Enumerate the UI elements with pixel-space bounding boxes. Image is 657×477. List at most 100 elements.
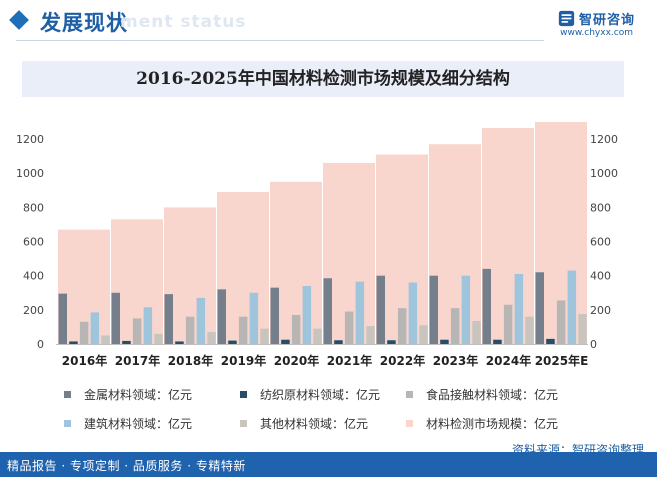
y-tick-label-left: 1000 bbox=[16, 167, 44, 180]
segment-bar bbox=[313, 328, 322, 344]
segment-bar bbox=[249, 292, 259, 344]
segment-bar bbox=[143, 307, 153, 344]
legend-swatch bbox=[406, 420, 413, 427]
legend-swatch bbox=[240, 391, 247, 398]
x-tick-label: 2022年 bbox=[380, 353, 425, 368]
x-tick-label: 2024年 bbox=[486, 353, 531, 368]
legend-label: 其他材料领域：亿元 bbox=[260, 417, 369, 431]
legend-entry: 其他材料领域：亿元 bbox=[240, 415, 368, 432]
segment-bar bbox=[503, 304, 513, 344]
legend-label: 食品接触材料领域：亿元 bbox=[426, 388, 559, 402]
segment-bar bbox=[472, 320, 481, 344]
segment-bar bbox=[419, 325, 428, 344]
y-tick-label-right: 800 bbox=[590, 201, 611, 214]
segment-bar bbox=[302, 285, 312, 344]
segment-bar bbox=[164, 294, 173, 344]
footer-bar: 精品报告 · 专项定制 · 品质服务 · 专精特新 bbox=[0, 452, 657, 477]
y-tick-label-right: 0 bbox=[590, 338, 597, 351]
segment-bar bbox=[567, 270, 577, 344]
segment-bar bbox=[69, 341, 78, 344]
segment-bar bbox=[344, 311, 354, 344]
segment-bar bbox=[228, 340, 237, 344]
legend-label: 建筑材料领域：亿元 bbox=[84, 417, 193, 431]
brand-name: 智研咨询 bbox=[578, 13, 635, 28]
section-header: 发展现状 ment status bbox=[0, 0, 657, 42]
segment-bar bbox=[238, 316, 248, 344]
segment-bar bbox=[101, 335, 110, 344]
section-title: 发展现状 bbox=[40, 11, 128, 35]
header-divider bbox=[16, 40, 544, 41]
segment-bar bbox=[514, 273, 524, 344]
segment-bar bbox=[111, 292, 120, 344]
segment-bar bbox=[376, 275, 385, 344]
footer-text: 精品报告 · 专项定制 · 品质服务 · 专精特新 bbox=[7, 459, 246, 473]
segment-bar bbox=[556, 300, 566, 344]
segment-bar bbox=[207, 332, 216, 344]
segment-bar bbox=[323, 278, 332, 344]
chart-title: 2016-2025年中国材料检测市场规模及细分结构 bbox=[136, 69, 510, 89]
chart-plot: 0 0 200 200 400 400 600 600 800 800 1000 1000 1200 12… bbox=[16, 122, 618, 368]
segment-bar bbox=[122, 340, 131, 344]
y-tick-label-right: 200 bbox=[590, 304, 611, 317]
y-tick-label-right: 1200 bbox=[590, 133, 618, 146]
segment-bar bbox=[270, 287, 279, 344]
brand-url: www.chyxx.com bbox=[560, 28, 633, 38]
x-tick-label: 2021年 bbox=[327, 353, 372, 368]
legend-swatch bbox=[240, 420, 247, 427]
segment-bar bbox=[525, 316, 534, 344]
brand-logo-block: 智研咨询 bbox=[558, 9, 635, 28]
chart-title-band bbox=[22, 61, 624, 97]
segment-bar bbox=[535, 272, 544, 344]
segment-bar bbox=[217, 289, 226, 344]
x-tick-label: 2016年 bbox=[62, 353, 107, 368]
segment-bar bbox=[461, 275, 471, 344]
segment-bar bbox=[260, 328, 269, 344]
legend-entry: 材料检测市场规模：亿元 bbox=[406, 415, 558, 432]
segment-bar bbox=[546, 338, 555, 344]
y-tick-label-left: 400 bbox=[23, 270, 44, 283]
segment-bar bbox=[291, 314, 301, 344]
x-tick-label: 2023年 bbox=[433, 353, 478, 368]
y-tick-label-right: 1000 bbox=[590, 167, 618, 180]
segment-bar bbox=[196, 297, 206, 344]
x-tick-label: 2018年 bbox=[168, 353, 213, 368]
y-tick-label-left: 600 bbox=[23, 236, 44, 249]
legend-entry: 建筑材料领域：亿元 bbox=[64, 415, 192, 432]
legend-entry: 食品接触材料领域：亿元 bbox=[406, 386, 558, 403]
y-tick-label-left: 200 bbox=[23, 304, 44, 317]
segment-bar bbox=[154, 333, 163, 344]
legend-label: 材料检测市场规模：亿元 bbox=[426, 417, 559, 431]
segment-bar bbox=[281, 339, 290, 344]
legend-swatch bbox=[64, 391, 71, 398]
segment-bar bbox=[387, 340, 396, 344]
section-ghost-text: ment status bbox=[120, 12, 247, 32]
segment-bar bbox=[185, 316, 195, 344]
x-tick-label: 2019年 bbox=[221, 353, 266, 368]
segment-bar bbox=[493, 339, 502, 344]
brand-logo-icon bbox=[558, 10, 575, 27]
legend-entry: 金属材料领域：亿元 bbox=[64, 386, 192, 403]
segment-bar bbox=[482, 268, 491, 344]
y-tick-label-right: 600 bbox=[590, 236, 611, 249]
segment-bar bbox=[429, 275, 438, 344]
legend-entry: 纺织原材料领域：亿元 bbox=[240, 386, 380, 403]
segment-bar bbox=[90, 312, 100, 344]
segment-bar bbox=[355, 281, 365, 344]
segment-bar bbox=[450, 308, 460, 344]
segment-bar bbox=[408, 282, 418, 344]
x-tick-label: 2017年 bbox=[115, 353, 160, 368]
y-tick-label-left: 0 bbox=[37, 338, 44, 351]
y-tick-label-left: 1200 bbox=[16, 133, 44, 146]
legend-swatch bbox=[406, 391, 413, 398]
segment-bar bbox=[366, 326, 375, 344]
segment-bar bbox=[58, 293, 67, 344]
legend-label: 纺织原材料领域：亿元 bbox=[260, 388, 381, 402]
segment-bar bbox=[79, 321, 89, 344]
y-tick-label-right: 400 bbox=[590, 270, 611, 283]
y-tick-label-left: 800 bbox=[23, 201, 44, 214]
legend-label: 金属材料领域：亿元 bbox=[84, 388, 193, 402]
segment-bar bbox=[578, 314, 587, 344]
segment-bar bbox=[440, 339, 449, 344]
x-tick-label: 2020年 bbox=[274, 353, 319, 368]
segment-bar bbox=[132, 318, 142, 344]
